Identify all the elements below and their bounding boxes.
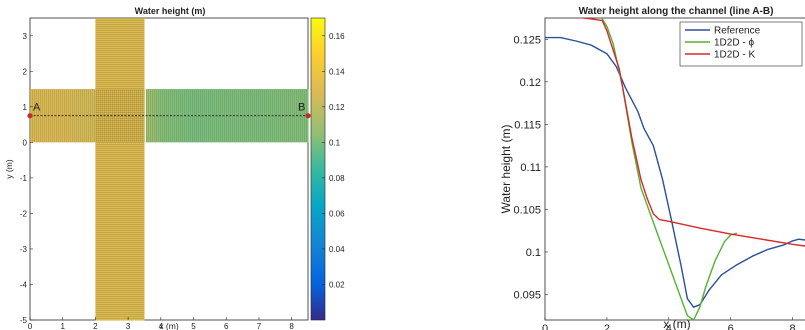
heatmap-x-tick-label: 1 bbox=[60, 322, 65, 330]
point-a-label: A bbox=[33, 102, 41, 114]
heatmap-x-tick-label: 6 bbox=[224, 322, 229, 330]
legend-label-2: 1D2D - ϕ bbox=[714, 38, 754, 49]
colorbar-tick-label: 0.14 bbox=[329, 67, 345, 76]
line-chart-y-tick-label: 0.115 bbox=[514, 119, 541, 131]
heatmap-axes-frame bbox=[29, 17, 309, 321]
colorbar-tick-label: 0.06 bbox=[329, 209, 345, 218]
line-chart-series bbox=[545, 18, 805, 320]
line-chart-x-tick-label: 4 bbox=[666, 323, 672, 330]
heatmap-x-tick-label: 0 bbox=[28, 322, 33, 330]
heatmap-x-tick-label: 7 bbox=[257, 322, 262, 330]
heatmap-x-ticks: 0 1 2 3 4 5 6 7 8 bbox=[28, 317, 294, 330]
line-chart-title: Water height along the channel (line A-B… bbox=[579, 6, 774, 17]
heatmap-x-axis-label: x (m) bbox=[159, 321, 179, 330]
heatmap-mesh-texture bbox=[95, 18, 145, 320]
series-line-1 bbox=[545, 36, 805, 308]
heatmap-y-tick-label: 1 bbox=[23, 103, 28, 112]
heatmap-y-tick-label: 0 bbox=[23, 138, 28, 147]
legend-label-3: 1D2D - K bbox=[714, 50, 755, 61]
series-line-2 bbox=[600, 18, 738, 320]
line-chart-y-tick-label: 0.095 bbox=[513, 289, 541, 301]
colorbar bbox=[310, 17, 326, 321]
point-b-label: B bbox=[298, 102, 305, 114]
heatmap-title: Water height (m) bbox=[135, 6, 206, 16]
legend-label-1: Reference bbox=[714, 26, 761, 37]
series-line-3 bbox=[577, 18, 805, 247]
heatmap-y-tick-label: 3 bbox=[23, 32, 28, 41]
heatmap-y-tick-label: -3 bbox=[20, 245, 28, 254]
colorbar-tick-label: 0.1 bbox=[329, 138, 341, 147]
line-chart-x-tick-label: 2 bbox=[604, 323, 610, 330]
heatmap-x-tick-label: 3 bbox=[126, 322, 131, 330]
heatmap-x-tick-label: 8 bbox=[289, 322, 294, 330]
line-chart-axes-frame bbox=[544, 17, 805, 321]
line-chart-x-tick-label: 6 bbox=[728, 323, 734, 330]
colorbar-tick-label: 0.04 bbox=[329, 245, 345, 254]
line-chart-y-tick-label: 0.11 bbox=[520, 162, 541, 174]
heatmap-x-tick-label: 4 bbox=[159, 322, 164, 330]
line-chart-y-tick-label: 0.125 bbox=[513, 34, 541, 46]
colorbar-tick-label: 0.02 bbox=[329, 280, 345, 289]
line-chart-x-tick-label: 8 bbox=[790, 323, 796, 330]
line-chart-y-tick-label: 0.105 bbox=[513, 204, 541, 216]
line-chart-y-ticks: 0.095 0.1 0.105 0.11 0.115 0.12 0.125 bbox=[513, 34, 548, 301]
colorbar-tick-label: 0.12 bbox=[329, 103, 345, 112]
colorbar-tick-label: 0.16 bbox=[329, 32, 345, 41]
heatmap-y-axis-label: y (m) bbox=[4, 159, 14, 179]
legend-box bbox=[679, 21, 803, 67]
line-chart-x-tick-label: 0 bbox=[542, 323, 548, 330]
heatmap-y-tick-label: 2 bbox=[23, 67, 28, 76]
line-chart-y-tick-label: 0.12 bbox=[520, 77, 541, 89]
heatmap-x-tick-label: 5 bbox=[191, 322, 196, 330]
line-chart-panel: Water height along the channel (line A-B… bbox=[499, 6, 805, 330]
heatmap-y-tick-label: -5 bbox=[20, 316, 28, 325]
line-chart-x-axis-label: x (m) bbox=[663, 317, 690, 330]
heatmap-y-tick-label: -2 bbox=[20, 209, 28, 218]
heatmap-y-tick-label: -4 bbox=[20, 280, 28, 289]
line-chart-y-tick-label: 0.1 bbox=[526, 247, 541, 259]
point-a-marker bbox=[27, 113, 33, 119]
point-b-marker bbox=[305, 113, 311, 119]
heatmap-y-ticks: -5 -4 -3 -2 -1 0 1 2 3 bbox=[20, 32, 33, 325]
colorbar-tick-label: 0.08 bbox=[329, 174, 345, 183]
heatmap-x-tick-label: 2 bbox=[93, 322, 98, 330]
colorbar-ticks: 0.02 0.04 0.06 0.08 0.1 0.12 0.14 0.16 bbox=[322, 32, 345, 289]
line-chart-x-ticks: 0 2 4 6 8 bbox=[542, 317, 796, 330]
line-chart-y-axis-label: Water height (m) bbox=[499, 125, 513, 214]
heatmap-y-tick-label: -1 bbox=[20, 174, 28, 183]
